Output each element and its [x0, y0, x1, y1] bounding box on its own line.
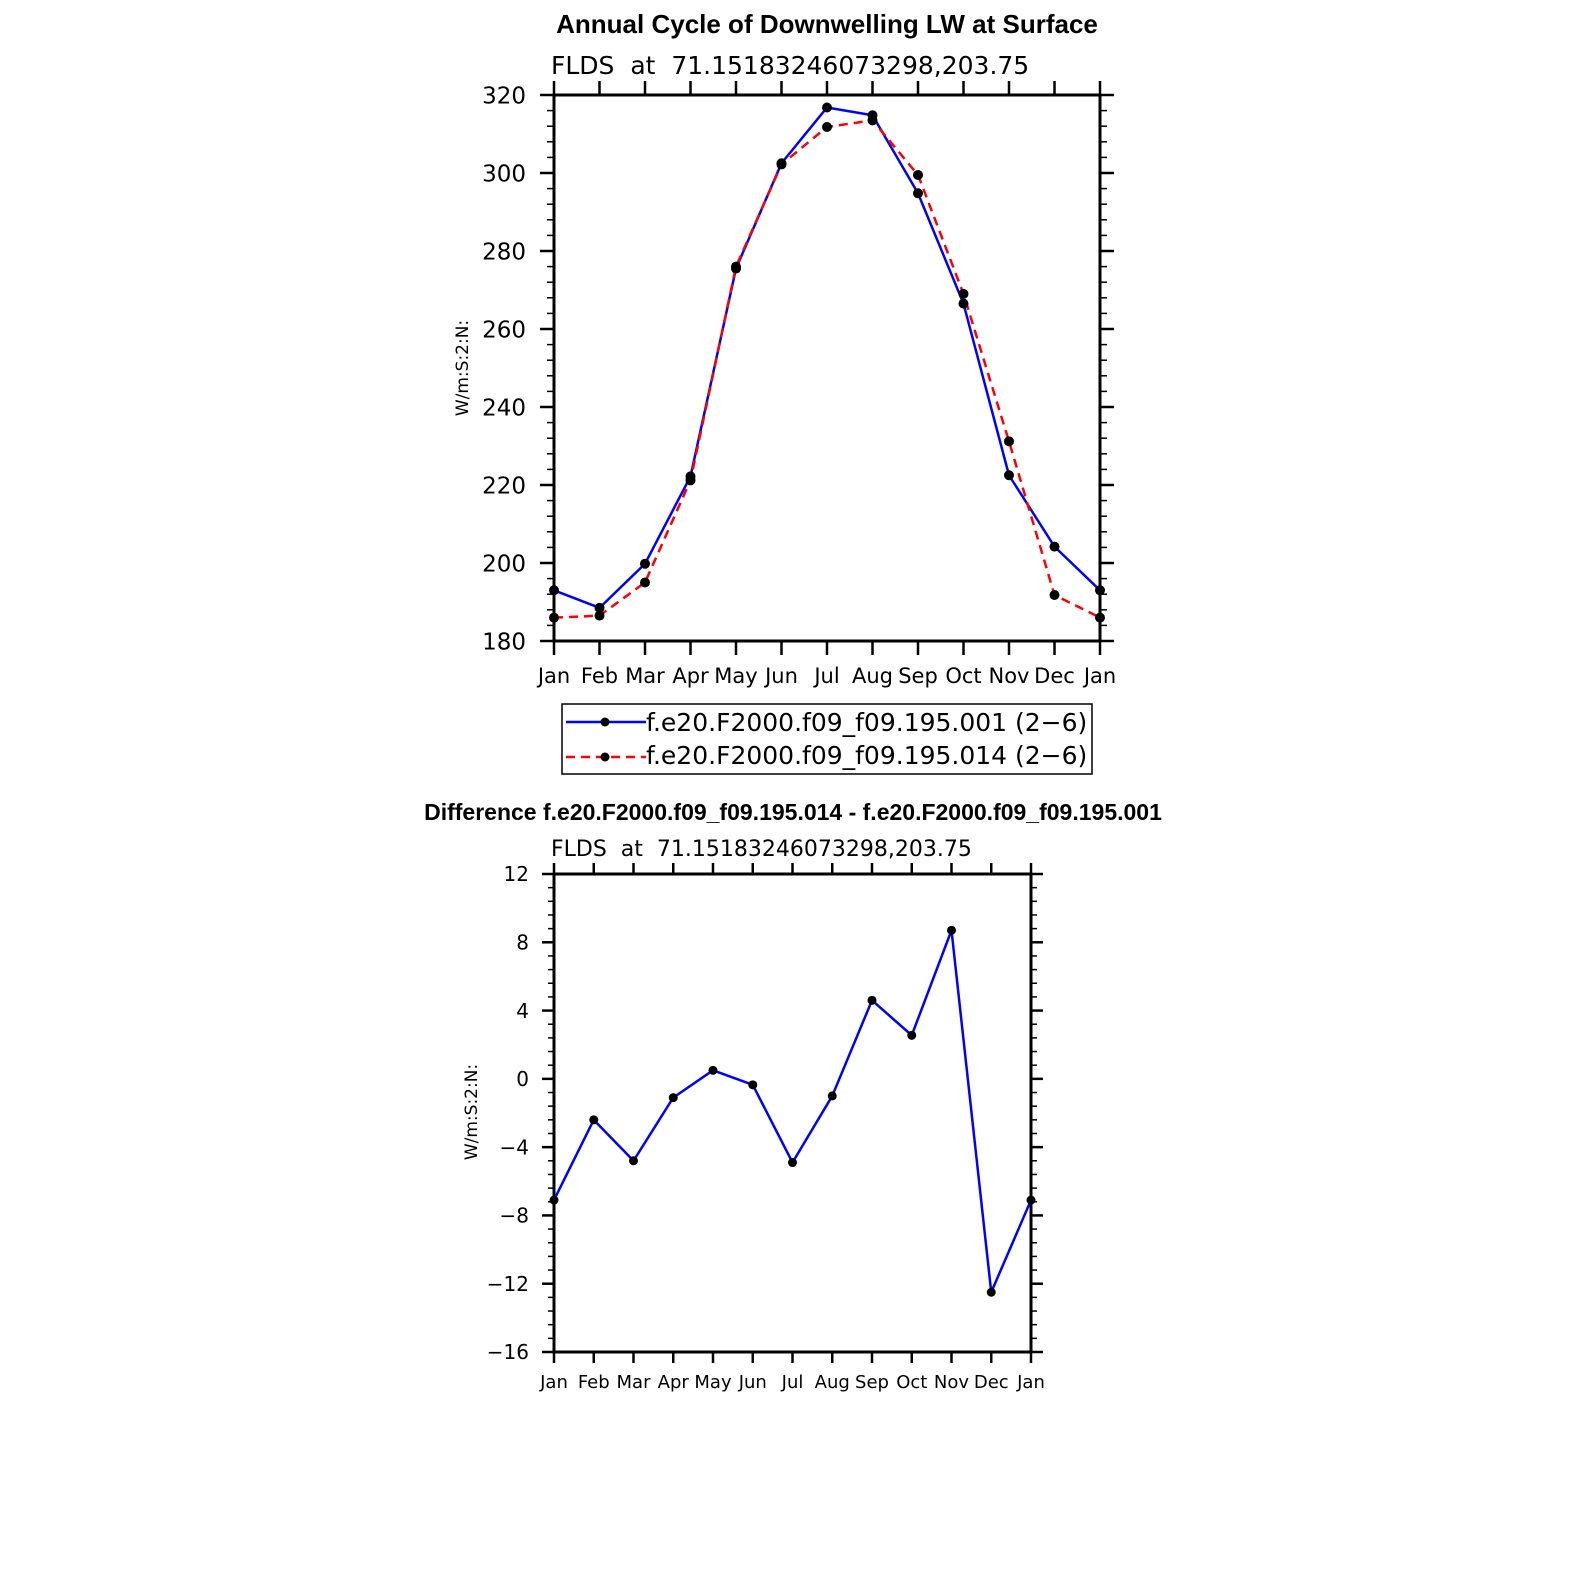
chart-2-title: Difference f.e20.F2000.f09_f09.195.014 -… — [424, 799, 1162, 825]
chart-2-series-1-point — [549, 1195, 559, 1205]
chart-1-series-2-point — [1049, 589, 1060, 600]
chart-2-y-axis-label: W/m:S:2:N: — [462, 1064, 482, 1160]
chart-1-series-1-point — [1049, 541, 1060, 552]
legend-box — [561, 703, 1093, 775]
chart-1-y-tick-label: 320 — [482, 83, 526, 109]
chart-1-x-tick-label: Jan — [1082, 664, 1116, 688]
chart-1-series-1-point — [958, 298, 969, 309]
chart-2-x-tick-label: Dec — [974, 1372, 1009, 1393]
chart-2-x-tick-label: Aug — [815, 1372, 850, 1393]
chart-1-x-tick-label: Oct — [945, 664, 981, 688]
chart-2-x-tick-label: Jun — [738, 1372, 767, 1393]
chart-annual-cycle: Annual Cycle of Downwelling LW at Surfac… — [453, 9, 1116, 775]
chart-2-x-tick-label: May — [694, 1372, 732, 1393]
chart-1-series-2-point — [958, 288, 969, 299]
chart-1-frame — [552, 93, 1102, 643]
chart-2-x-tick-label: Oct — [896, 1372, 927, 1393]
chart-1-series-2-point — [1095, 612, 1105, 623]
chart-2-x-tick-label: Nov — [934, 1372, 969, 1393]
chart-2-series-1-point — [947, 925, 956, 935]
chart-2-y-tick-label: 0 — [516, 1067, 529, 1091]
chart-1-y-tick-label: 280 — [482, 239, 526, 265]
chart-2-y-tick-label: −8 — [500, 1204, 529, 1228]
chart-difference: Difference f.e20.F2000.f09_f09.195.014 -… — [424, 799, 1162, 1393]
chart-1-series-1-point — [594, 602, 605, 613]
chart-1-series-1-point — [822, 102, 832, 113]
chart-2-x-tick-label: Jan — [539, 1372, 568, 1393]
chart-2-series-1-point — [1026, 1195, 1036, 1205]
chart-2-y-tick-label: 4 — [516, 999, 529, 1023]
legend-label-series-1: f.e20.F2000.f09_f09.195.001 (2−6) — [646, 708, 1087, 737]
legend-marker-series-1 — [600, 717, 610, 727]
chart-1-series-2-point — [640, 577, 650, 588]
chart-2-plot-area: Jan Feb Mar Apr May Jun Jul Aug Sep Oct Nov Dec Jan−… — [487, 862, 1045, 1393]
chart-2-series-1-point — [827, 1091, 837, 1101]
chart-2-series-1-point — [748, 1080, 758, 1090]
chart-1-series-2-point — [731, 261, 741, 272]
chart-2-series-1-line — [552, 929, 1033, 1294]
chart-1-series-2-point — [685, 475, 696, 486]
chart-1-series-2-point — [822, 121, 832, 132]
chart-1-legend: f.e20.F2000.f09_f09.195.001 (2−6) f.e20.… — [561, 703, 1093, 775]
chart-1-series-2-point — [776, 159, 787, 170]
chart-1-plot-area: Jan Feb Mar Apr May Jun Jul Aug Sep Oct Nov Dec Jan 1… — [482, 81, 1116, 688]
chart-1-series-2-point — [594, 610, 605, 621]
chart-1-x-tick-label: Apr — [672, 664, 709, 688]
chart-2-series-1-point — [788, 1158, 797, 1168]
chart-1-series-1-point — [640, 558, 650, 569]
chart-1-y-tick-label: 260 — [482, 317, 526, 343]
chart-1-series-1-point — [1095, 585, 1105, 596]
chart-1-x-tick-label: Aug — [852, 664, 893, 688]
chart-1-x-tick-label: Nov — [989, 664, 1030, 688]
chart-1-x-tick-label: Jun — [763, 664, 798, 688]
chart-1-x-tick-label: Feb — [581, 664, 618, 688]
chart-1-x-tick-label: Mar — [625, 664, 665, 688]
chart-2-y-tick-label: −16 — [487, 1340, 529, 1364]
chart-2-x-tick-label: Feb — [578, 1372, 610, 1393]
chart-2-frame — [552, 872, 1033, 1354]
chart-2-y-tick-label: −4 — [500, 1135, 529, 1159]
chart-2-x-tick-label: Sep — [855, 1372, 889, 1393]
chart-1-x-tick-label: Dec — [1034, 664, 1075, 688]
legend-marker-series-2 — [600, 752, 610, 762]
chart-2-y-tick-label: 12 — [504, 862, 529, 886]
chart-2-y-tick-label: 8 — [516, 930, 529, 954]
chart-1-x-tick-label: Jul — [812, 664, 839, 688]
chart-1-y-axis-label: W/m:S:2:N: — [453, 320, 473, 416]
chart-2-series-1-point — [629, 1156, 638, 1166]
chart-1-series-2-point — [549, 612, 559, 623]
chart-1-x-tick-label: Jan — [536, 664, 570, 688]
chart-1-series-1-point — [913, 188, 923, 199]
chart-1-series-1-point — [549, 585, 559, 596]
legend-label-series-2: f.e20.F2000.f09_f09.195.014 (2−6) — [646, 741, 1087, 770]
chart-2-x-tick-label: Jan — [1016, 1372, 1045, 1393]
chart-2-series-1-point — [668, 1093, 678, 1103]
chart-2-x-tick-label: Jul — [781, 1372, 804, 1393]
chart-1-y-tick-label: 220 — [482, 473, 526, 499]
chart-1-series-2-point — [1004, 436, 1014, 447]
chart-1-series-2-line — [553, 119, 1101, 619]
chart-1-x-tick-label: May — [714, 664, 757, 688]
chart-2-series-1-point — [708, 1065, 718, 1075]
chart-2-series-1-point — [867, 995, 877, 1005]
chart-2-x-tick-label: Mar — [617, 1372, 652, 1393]
chart-1-y-tick-label: 200 — [482, 551, 526, 577]
chart-1-y-tick-label: 180 — [482, 629, 526, 655]
chart-2-subtitle: FLDS at 71.15183246073298,203.75 — [551, 837, 972, 862]
chart-1-series-2-point — [913, 169, 923, 180]
chart-2-x-tick-label: Apr — [658, 1372, 690, 1393]
chart-2-y-tick-label: −12 — [487, 1272, 529, 1296]
chart-1-series-1-line — [553, 106, 1101, 610]
chart-1-title: Annual Cycle of Downwelling LW at Surfac… — [556, 9, 1098, 39]
chart-2-series-1-point — [907, 1030, 917, 1040]
chart-2-series-1-point — [589, 1115, 599, 1125]
chart-1-subtitle: FLDS at 71.15183246073298,203.75 — [551, 51, 1029, 80]
chart-1-series-1-point — [1004, 470, 1014, 481]
chart-2-series-1-point — [986, 1287, 996, 1297]
chart-1-y-tick-label: 240 — [482, 395, 526, 421]
chart-1-y-tick-label: 300 — [482, 161, 526, 187]
chart-1-series-2-point — [867, 115, 878, 126]
chart-1-x-tick-label: Sep — [898, 664, 938, 688]
